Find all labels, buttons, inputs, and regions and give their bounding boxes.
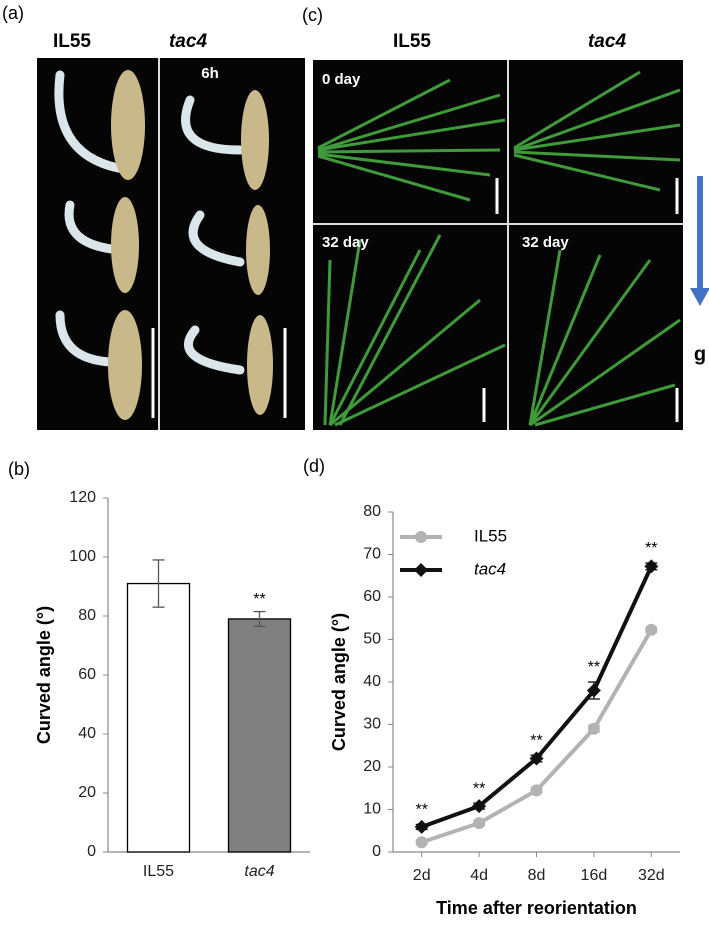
x-tick-label: 8d [528, 867, 546, 884]
panel-label: (b) [8, 459, 30, 479]
y-tick-label: 80 [363, 503, 381, 520]
point [473, 817, 486, 830]
y-tick-label: 60 [78, 666, 96, 683]
y-tick-label: 30 [363, 716, 381, 733]
x-tick-label: 16d [581, 867, 608, 884]
photo-label: 32 day [522, 234, 569, 251]
photo-label: 0 day [322, 71, 361, 88]
bar [227, 618, 292, 853]
x-axis-label: Time after reorientation [436, 898, 637, 918]
point [530, 784, 543, 797]
x-tick-label: IL55 [143, 863, 174, 880]
plant-photo [313, 60, 683, 430]
seedling-photo [37, 58, 305, 430]
y-tick-label: 20 [78, 784, 96, 801]
panel-label: (a) [2, 3, 24, 23]
point [529, 751, 544, 766]
y-tick-label: 20 [363, 758, 381, 775]
y-tick-label: 40 [363, 673, 381, 690]
significance-label: ** [473, 780, 485, 797]
photo-label: 32 day [322, 234, 369, 251]
panel-label: (c) [302, 5, 323, 25]
legend-label: IL55 [474, 526, 507, 545]
x-tick-label: 32d [638, 867, 665, 884]
point [414, 819, 429, 834]
y-tick-label: 0 [87, 843, 96, 860]
legend-label: tac4 [474, 559, 506, 578]
y-tick-label: 100 [69, 548, 96, 565]
point [586, 683, 601, 698]
y-tick-label: 70 [363, 546, 381, 563]
significance-label: ** [530, 732, 542, 749]
y-tick-label: 60 [363, 588, 381, 605]
x-tick-label: 4d [470, 867, 488, 884]
y-tick-label: 50 [363, 631, 381, 648]
photo-title: IL55 [393, 31, 431, 52]
legend-marker [415, 531, 427, 543]
y-tick-label: 0 [372, 843, 381, 860]
y-axis-label: Curved angle (°) [329, 613, 349, 751]
gravity-label: g [694, 343, 706, 365]
x-tick-label: tac4 [244, 863, 274, 880]
point [587, 722, 600, 735]
legend-marker [414, 563, 428, 577]
photo-title: tac4 [169, 31, 207, 52]
point [644, 559, 659, 574]
bar [126, 582, 191, 853]
significance-label: ** [415, 802, 427, 819]
gravity-arrow [690, 176, 709, 306]
significance-label: ** [645, 540, 657, 557]
photo-title: tac4 [588, 31, 626, 52]
point [415, 836, 428, 849]
x-tick-label: 2d [413, 867, 431, 884]
y-tick-label: 120 [69, 489, 96, 506]
panel-label: (d) [303, 456, 325, 476]
time-label: 6h [201, 65, 219, 82]
point [472, 799, 487, 814]
photo-title: IL55 [53, 31, 91, 52]
significance-label: ** [588, 659, 600, 676]
point [645, 623, 658, 636]
y-tick-label: 40 [78, 725, 96, 742]
y-tick-label: 10 [363, 801, 381, 818]
significance-label: ** [253, 591, 265, 608]
y-tick-label: 80 [78, 607, 96, 624]
y-axis-label: Curved angle (°) [34, 606, 54, 744]
